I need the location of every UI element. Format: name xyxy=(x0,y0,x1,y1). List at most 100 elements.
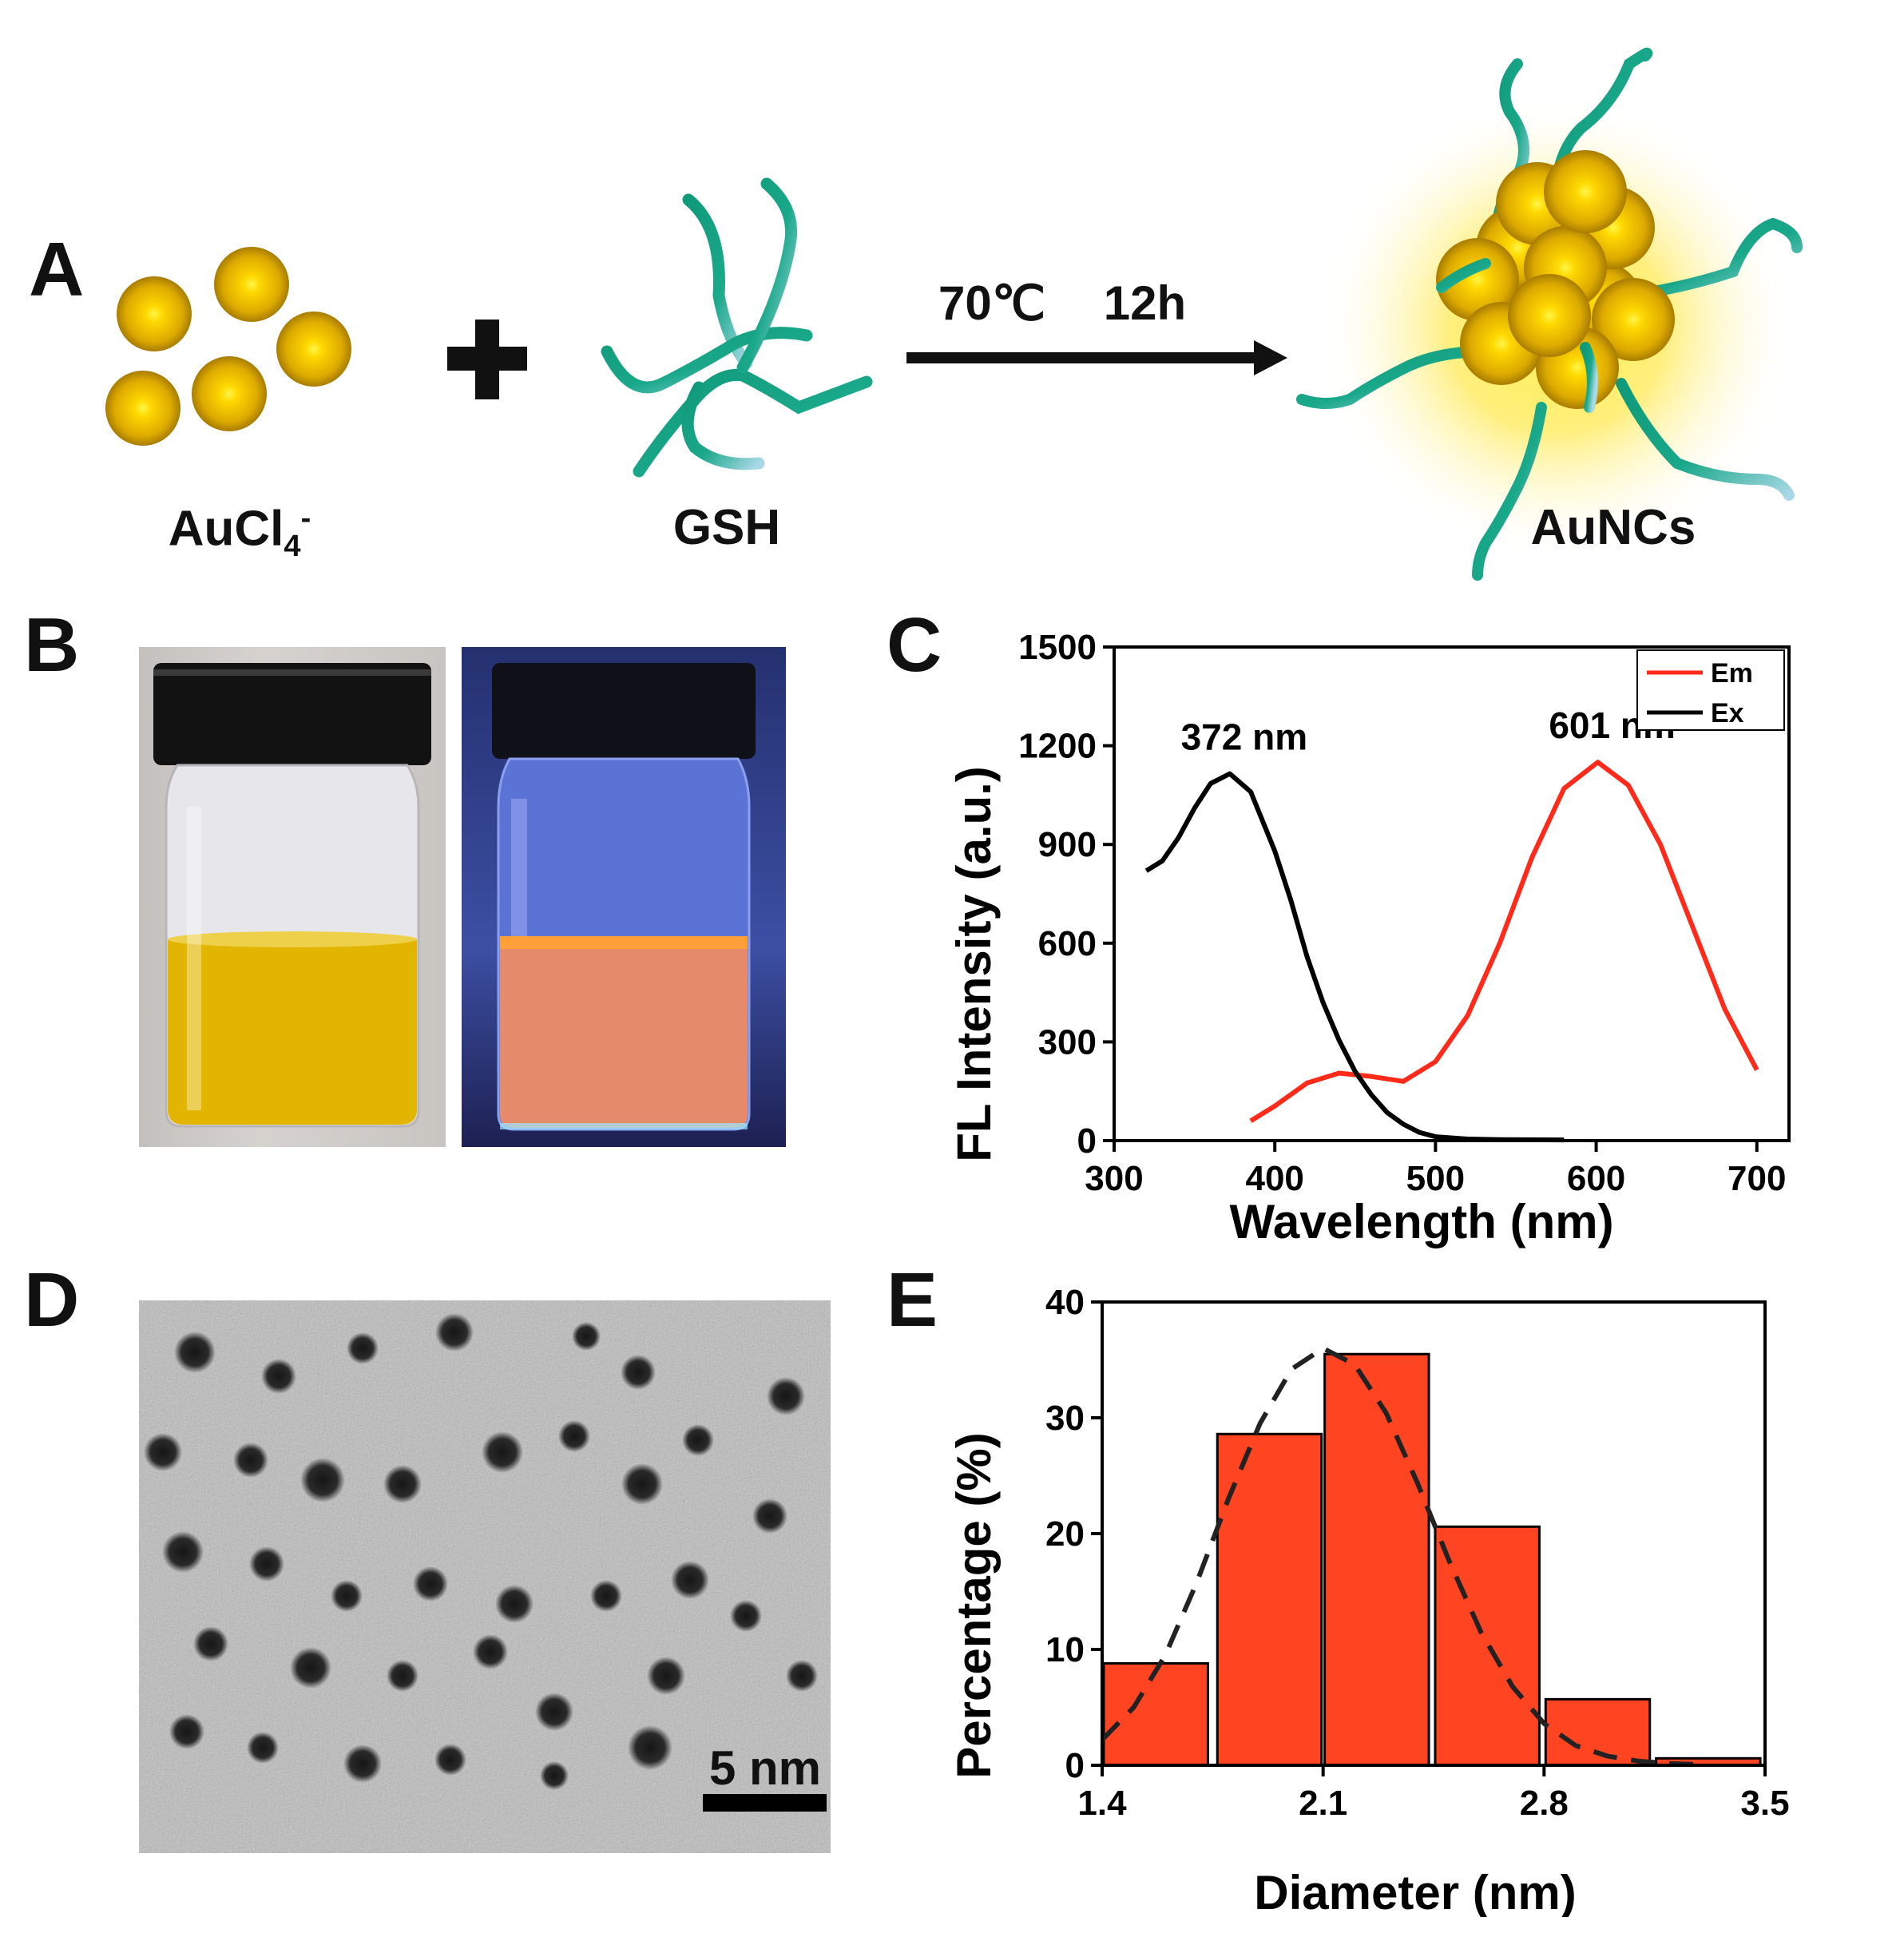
panel-letter-d: D xyxy=(24,1257,80,1343)
nanocluster-dot xyxy=(383,1465,422,1503)
gsh-ligands xyxy=(601,177,873,478)
nanocluster-dot xyxy=(347,1332,379,1364)
nanocluster-dot xyxy=(786,1660,818,1692)
series-line-ex xyxy=(1144,771,1565,1143)
nanocluster-dot xyxy=(247,1732,279,1764)
x-tick-label: 300 xyxy=(1085,1159,1143,1198)
x-tick-label: 2.8 xyxy=(1520,1784,1569,1823)
panel-letter-c: C xyxy=(887,602,942,688)
nanocluster-dot xyxy=(482,1431,523,1473)
y-tick-label: 1200 xyxy=(1018,727,1097,766)
nanocluster-dot xyxy=(162,1531,204,1573)
nanocluster-dot xyxy=(434,1744,466,1776)
x-tick-label: 600 xyxy=(1567,1159,1625,1198)
peak-annotation: 372 nm xyxy=(1181,716,1308,758)
y-axis-label: FL Intensity (a.u.) xyxy=(947,766,1001,1162)
panel-letter-e: E xyxy=(887,1257,938,1343)
nanocluster-dot xyxy=(647,1657,685,1695)
gold-sphere xyxy=(117,276,192,351)
nanocluster-dot xyxy=(473,1634,508,1669)
histogram-bar xyxy=(1434,1525,1541,1767)
ligand-strand xyxy=(1624,217,1803,301)
vial-photo-daylight xyxy=(139,647,446,1147)
gaussian-fit-curve xyxy=(1100,1345,1703,1768)
histogram-bar xyxy=(1102,1661,1209,1767)
x-tick-label: 2.1 xyxy=(1299,1784,1347,1823)
nanocluster-dot xyxy=(343,1744,382,1783)
legend: Em Ex xyxy=(1636,649,1785,731)
x-tick-label: 1.4 xyxy=(1077,1784,1127,1823)
synthesis-scheme xyxy=(105,47,1803,581)
y-tick-label: 900 xyxy=(1038,825,1097,864)
series-line-em xyxy=(1249,760,1759,1123)
ligand-strand xyxy=(1616,378,1795,501)
nanocluster-dot xyxy=(261,1359,296,1394)
condition-time: 12h xyxy=(1103,276,1187,330)
x-axis-label: Diameter (nm) xyxy=(1254,1866,1576,1917)
x-axis-label: Wavelength (nm) xyxy=(1229,1195,1613,1248)
nanocluster-dot xyxy=(387,1660,418,1692)
aunc-cluster xyxy=(1296,47,1803,581)
nanocluster-dot xyxy=(495,1585,534,1623)
x-tick-label: 400 xyxy=(1245,1159,1303,1198)
x-tick-label: 700 xyxy=(1727,1159,1786,1198)
y-tick-label: 30 xyxy=(1045,1399,1085,1438)
y-tick-label: 20 xyxy=(1045,1514,1085,1554)
tem-micrograph: 5 nm xyxy=(139,1300,831,1853)
nanocluster-dot xyxy=(249,1546,284,1582)
nanocluster-dot xyxy=(331,1580,363,1612)
reaction-conditions: 70℃ 12h xyxy=(938,280,1226,327)
histogram-bar xyxy=(1323,1352,1430,1767)
gold-sphere xyxy=(276,312,351,387)
gold-sphere xyxy=(214,247,289,322)
scale-bar-label: 5 nm xyxy=(709,1741,821,1795)
plot-frame xyxy=(1113,645,1791,1142)
nanocluster-dot xyxy=(193,1626,228,1661)
nanocluster-dot xyxy=(540,1761,569,1790)
nanocluster-dot xyxy=(572,1322,601,1351)
nanocluster-dot xyxy=(621,1463,663,1505)
nanocluster-dot xyxy=(413,1566,448,1602)
y-tick-label: 600 xyxy=(1038,924,1097,963)
nanocluster-dot xyxy=(628,1725,672,1770)
nanocluster-dot xyxy=(767,1377,805,1415)
x-tick-label: 500 xyxy=(1406,1159,1465,1198)
nanocluster-dot xyxy=(435,1313,474,1352)
nanocluster-dot xyxy=(169,1714,204,1749)
y-tick-label: 40 xyxy=(1045,1283,1085,1322)
y-axis-label: Percentage (%) xyxy=(947,1432,1001,1778)
x-tick-label: 3.5 xyxy=(1740,1784,1789,1823)
nanocluster-dot xyxy=(671,1561,709,1599)
ligand-strand xyxy=(1296,346,1491,409)
gold-sphere xyxy=(105,371,180,446)
legend-label: Ex xyxy=(1711,698,1744,728)
nanocluster-dot xyxy=(290,1647,331,1689)
panel-letter-b: B xyxy=(24,602,80,688)
nanocluster-dot xyxy=(621,1355,656,1390)
y-tick-label: 1500 xyxy=(1018,628,1097,667)
aucl4-spheres xyxy=(105,247,351,446)
plus-sign xyxy=(447,320,527,399)
nanocluster-dot xyxy=(233,1443,268,1478)
nanocluster-dot xyxy=(558,1420,590,1452)
reaction-arrow xyxy=(906,340,1287,375)
y-tick-label: 300 xyxy=(1038,1022,1097,1062)
vial-photo-uv xyxy=(462,647,786,1147)
y-tick-label: 0 xyxy=(1065,1746,1085,1785)
size-distribution-histogram: 1.4 2.1 2.8 3.5 0 10 20 30 40 Percentage (%) Dia… xyxy=(947,1283,1790,1917)
nanocluster-dot xyxy=(300,1458,345,1502)
scale-bar xyxy=(703,1794,827,1812)
nanocluster-dot xyxy=(682,1424,714,1456)
nanocluster-dot xyxy=(752,1498,787,1534)
panel-letter-a: A xyxy=(29,227,85,312)
product-aunc-label: AuNCs xyxy=(1530,500,1696,555)
nanocluster-dot xyxy=(535,1693,573,1731)
reagent-aucl4-label: AuCl4- xyxy=(168,501,311,564)
condition-temperature: 70℃ xyxy=(938,276,1046,330)
y-tick-label: 0 xyxy=(1077,1121,1097,1161)
nanocluster-dot xyxy=(174,1332,216,1373)
ligand-strand xyxy=(1472,402,1547,581)
legend-label: Em xyxy=(1711,658,1753,689)
reagent-gsh-label: GSH xyxy=(672,500,781,555)
